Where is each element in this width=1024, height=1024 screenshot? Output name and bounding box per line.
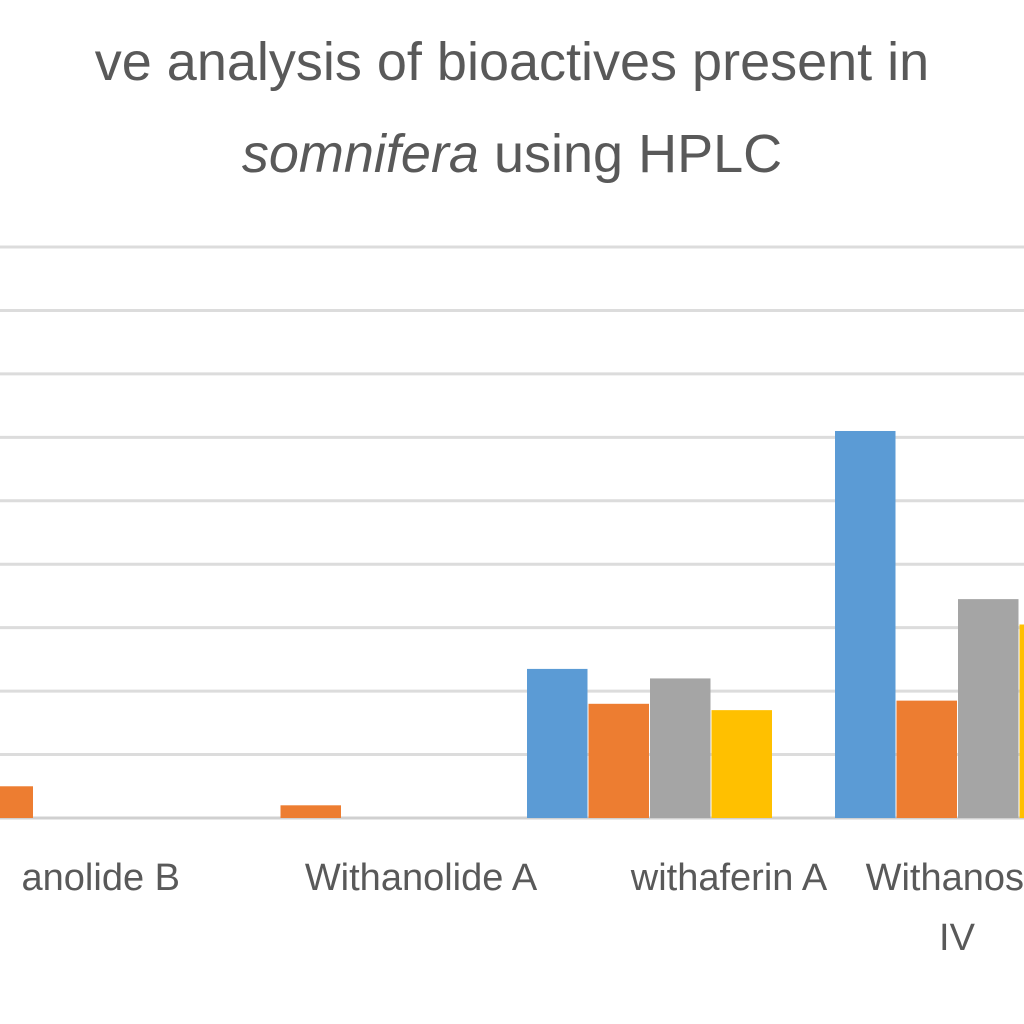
bar <box>711 710 772 818</box>
category-label: withaferin A <box>630 857 828 899</box>
bar <box>958 599 1019 818</box>
chart-title-line2: somnifera using HPLC <box>242 124 782 184</box>
bar <box>588 703 649 818</box>
chart-title-rest: using HPLC <box>479 124 782 184</box>
category-label-line: IV <box>939 917 976 959</box>
bar <box>280 805 341 818</box>
category-label: anolide B <box>22 857 180 899</box>
bar <box>527 668 588 818</box>
category-label-line: Withanolide A <box>305 857 538 899</box>
bar <box>835 430 896 818</box>
category-labels: anolide B Withanolide A withaferin A Withan… <box>22 857 1024 959</box>
category-label-line: Withanos <box>866 857 1024 899</box>
bar <box>0 786 33 818</box>
bar <box>896 700 957 818</box>
chart-title-line1: ve analysis of bioactives present in <box>95 32 929 92</box>
bar <box>650 678 711 818</box>
category-label: Withanolide A <box>305 857 538 899</box>
bars <box>0 430 1024 818</box>
category-label-line: withaferin A <box>630 857 828 899</box>
category-label: Withanos IV <box>866 857 1024 959</box>
chart-title-italic: somnifera <box>242 124 479 184</box>
category-label-line: anolide B <box>22 857 180 899</box>
bar <box>1019 624 1024 818</box>
